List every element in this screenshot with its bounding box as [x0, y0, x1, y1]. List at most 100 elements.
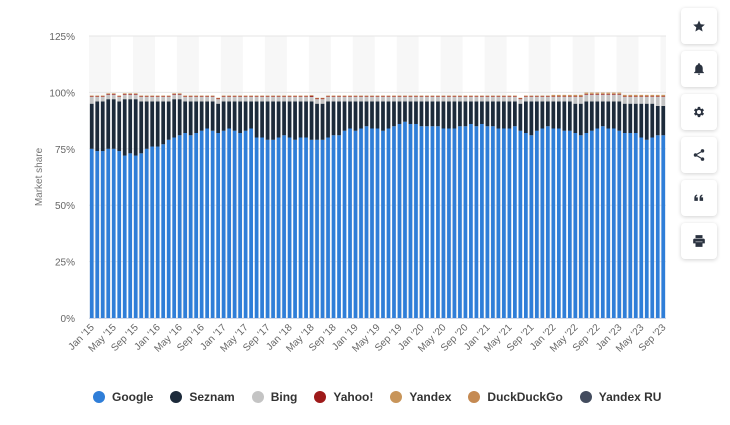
- share-button[interactable]: [681, 137, 717, 173]
- bar-segment: [633, 96, 638, 104]
- bar-segment: [216, 103, 221, 134]
- bar-segment: [320, 98, 325, 100]
- bar-segment: [161, 101, 166, 145]
- y-tick-label: 75%: [55, 145, 75, 156]
- bar-segment: [144, 96, 149, 97]
- bar-segment: [95, 151, 100, 318]
- bar-segment: [205, 95, 210, 97]
- legend-item-google[interactable]: Google: [93, 390, 153, 404]
- settings-button[interactable]: [681, 94, 717, 130]
- bar-segment: [370, 128, 374, 318]
- bar-segment: [414, 123, 418, 318]
- print-icon: [693, 235, 705, 247]
- bar-segment: [166, 96, 171, 97]
- bar-segment: [452, 128, 457, 318]
- bar-segment: [545, 96, 550, 102]
- bar-segment: [155, 96, 160, 97]
- bar-segment: [342, 96, 347, 102]
- bar-segment: [562, 130, 567, 318]
- bar-segment: [419, 95, 424, 97]
- bar-segment: [430, 96, 435, 97]
- bar-segment: [386, 101, 391, 129]
- plot-band: [440, 36, 463, 318]
- bar-segment: [491, 126, 495, 319]
- bar-segment: [540, 96, 545, 97]
- bar-segment: [254, 96, 259, 97]
- bar-segment: [309, 101, 314, 140]
- legend-swatch: [170, 391, 183, 403]
- bar-segment: [381, 96, 385, 97]
- bar-segment: [177, 135, 182, 318]
- chart-area: 0% 25% 50% 75% 100% 125% Market share Jan '15 Ma…: [34, 32, 669, 355]
- bar-segment: [106, 99, 111, 149]
- bar-segment: [589, 101, 594, 131]
- legend-label: Google: [112, 390, 154, 404]
- bar-segment: [100, 96, 105, 102]
- bar-segment: [513, 101, 517, 127]
- bar-segment: [458, 96, 462, 102]
- bar-segment: [622, 96, 627, 97]
- bar-segment: [276, 96, 281, 97]
- chart-toolbar: [681, 8, 719, 259]
- bar-segment: [150, 96, 155, 97]
- bar-segment: [243, 96, 248, 97]
- bar-segment: [205, 128, 210, 318]
- bar-segment: [534, 96, 539, 97]
- legend-item-duckduckgo[interactable]: DuckDuckGo: [468, 390, 563, 404]
- legend-item-yandex[interactable]: Yandex: [390, 390, 451, 404]
- bar-segment: [397, 101, 402, 124]
- bar-segment: [661, 96, 666, 106]
- bar-segment: [403, 95, 407, 97]
- bar-segment: [392, 96, 396, 97]
- bar-segment: [150, 146, 155, 318]
- bar-segment: [600, 101, 605, 127]
- bar-segment: [589, 92, 594, 94]
- cite-button[interactable]: [681, 180, 717, 216]
- bar-segment: [644, 139, 649, 318]
- legend-label: Yahoo!: [333, 390, 374, 404]
- legend-item-yahoo[interactable]: Yahoo!: [314, 390, 373, 404]
- bar-segment: [529, 135, 534, 318]
- bar-segment: [628, 95, 633, 97]
- bar-segment: [309, 96, 314, 102]
- bar-segment: [298, 96, 303, 97]
- bar-segment: [650, 103, 655, 138]
- bar-segment: [529, 95, 534, 97]
- bar-segment: [133, 93, 138, 94]
- bar-segment: [139, 101, 144, 154]
- bar-segment: [529, 96, 534, 102]
- legend-item-yandex-ru[interactable]: Yandex RU: [579, 390, 661, 404]
- legend-item-bing[interactable]: Bing: [251, 390, 297, 404]
- favorite-button[interactable]: [681, 8, 717, 44]
- bar-segment: [199, 130, 204, 318]
- bar-segment: [381, 96, 385, 102]
- bar-segment: [106, 93, 111, 94]
- bar-segment: [111, 94, 116, 100]
- bar-segment: [287, 96, 292, 97]
- bar-segment: [342, 95, 347, 97]
- bar-segment: [513, 96, 517, 97]
- bar-segment: [172, 93, 177, 95]
- print-button[interactable]: [681, 223, 717, 259]
- notification-button[interactable]: [681, 51, 717, 87]
- bar-segment: [534, 95, 539, 97]
- bar-segment: [518, 103, 523, 131]
- bar-segment: [617, 92, 622, 94]
- bar-segment: [320, 97, 325, 99]
- bar-segment: [606, 93, 611, 95]
- legend-swatch: [390, 391, 403, 403]
- legend-label: Seznam: [189, 390, 235, 404]
- bar-segment: [496, 96, 501, 97]
- bar-segment: [342, 101, 347, 131]
- bar-segment: [485, 126, 490, 319]
- bar-segment: [617, 93, 622, 95]
- bar-segment: [403, 101, 407, 122]
- legend-item-seznam[interactable]: Seznam: [170, 390, 235, 404]
- bar-segment: [139, 96, 144, 97]
- bar-segment: [276, 101, 281, 138]
- bar-segment: [447, 101, 451, 129]
- bar-segment: [551, 95, 556, 97]
- bar-segment: [232, 101, 237, 131]
- bar-segment: [100, 151, 105, 318]
- bar-segment: [397, 96, 402, 102]
